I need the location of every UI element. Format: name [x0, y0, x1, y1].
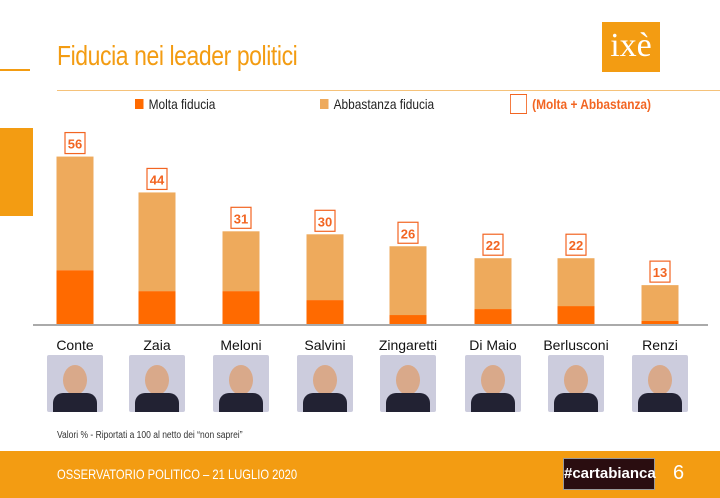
category-label: Salvini [304, 337, 346, 353]
legend-swatch [320, 99, 329, 109]
ixe-logo: ixè [602, 22, 660, 72]
bar-chart: 56 44 31 30 26 22 22 13 [33, 131, 708, 326]
total-label-box [146, 167, 168, 191]
legend-label: (Molta + Abbastanza) [532, 96, 652, 112]
side-accent [0, 128, 33, 216]
category-label: Meloni [220, 337, 262, 353]
footer-text: OSSERVATORIO POLITICO – 21 LUGLIO 2020 [57, 466, 298, 482]
total-label: 56 [68, 137, 82, 152]
legend-abbastanza: Abbastanza fiducia [320, 96, 434, 112]
bar-abbastanza [56, 156, 94, 271]
total-label: 22 [486, 238, 500, 253]
category-label: Di Maio [469, 337, 517, 353]
bar-molta [138, 291, 176, 324]
total-label-box [64, 131, 86, 155]
total-label-box [649, 260, 671, 283]
category-label: Renzi [642, 337, 678, 353]
bar-abbastanza [306, 234, 344, 301]
leader-photo [297, 355, 353, 412]
page-title: Fiducia nei leader politici [57, 40, 298, 71]
category-label: Zaia [143, 337, 171, 353]
total-label: 22 [569, 238, 583, 253]
bar-molta [389, 315, 427, 324]
total-label-box [565, 233, 587, 256]
bar-molta [222, 291, 260, 324]
legend-swatch [135, 99, 144, 109]
total-label-box [314, 209, 336, 232]
bar-molta [56, 270, 94, 324]
leader-photo [548, 355, 604, 412]
footnote: Valori % - Riportati a 100 al netto dei … [57, 430, 243, 441]
total-label-box [397, 221, 419, 244]
legend-label: Abbastanza fiducia [333, 96, 435, 112]
legend-molta: Molta fiducia [135, 96, 215, 112]
leader-photo [129, 355, 185, 412]
bar-abbastanza [389, 246, 427, 316]
legend-swatch [510, 94, 527, 114]
title-underline [57, 90, 720, 91]
bar-abbastanza [222, 231, 260, 292]
bar-molta [557, 306, 595, 324]
total-label-box [230, 206, 252, 229]
bar-molta [474, 309, 512, 324]
bar-abbastanza [138, 192, 176, 292]
total-label: 13 [653, 265, 667, 280]
leader-photo [632, 355, 688, 412]
leader-photo [380, 355, 436, 412]
total-label: 26 [401, 226, 415, 241]
title-rule [0, 69, 30, 71]
bar-abbastanza [641, 285, 679, 322]
leader-photo [465, 355, 521, 412]
page-number: 6 [673, 462, 685, 484]
legend-totals: (Molta + Abbastanza) [510, 94, 651, 114]
total-label: 44 [150, 172, 165, 187]
total-label: 31 [234, 211, 248, 226]
category-label: Berlusconi [543, 337, 609, 353]
leader-photo [213, 355, 269, 412]
bar-abbastanza [557, 258, 595, 307]
category-label: Zingaretti [378, 337, 438, 353]
bar-molta [641, 321, 679, 324]
total-label-box [482, 233, 504, 256]
legend-label: Molta fiducia [148, 96, 216, 112]
total-label: 30 [318, 214, 332, 229]
bar-molta [306, 300, 344, 324]
bar-abbastanza [474, 258, 512, 310]
brand-badge: #cartabianca [563, 458, 656, 490]
leader-photo [47, 355, 103, 412]
category-label: Conte [56, 337, 94, 353]
